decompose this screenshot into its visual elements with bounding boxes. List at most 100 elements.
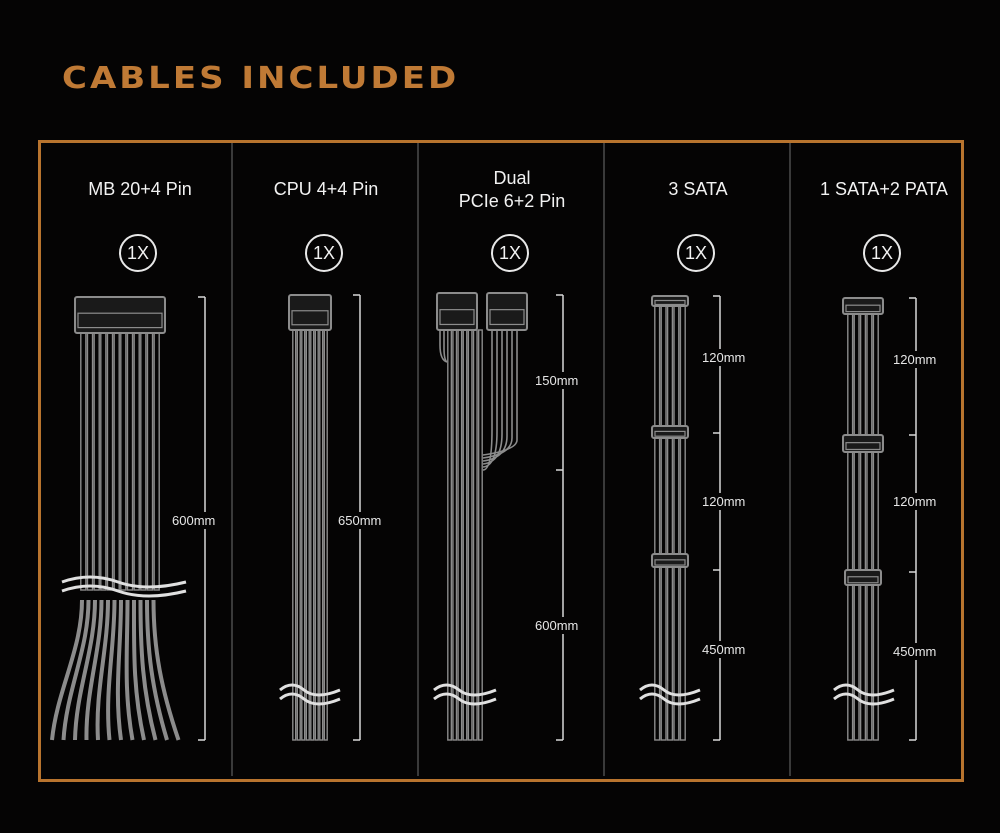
- length-label: 120mm: [702, 349, 746, 366]
- cable-wire: [847, 313, 854, 741]
- length-label: 650mm: [338, 512, 382, 529]
- cable-wire: [80, 332, 87, 591]
- cable-wire: [146, 332, 154, 591]
- cable-break-wave: [61, 584, 187, 598]
- cable-wire: [443, 330, 448, 363]
- cable-wire: [301, 329, 306, 741]
- connector: [842, 297, 884, 315]
- connector: [288, 294, 332, 331]
- connector: [436, 292, 478, 331]
- cable-wire: [84, 599, 104, 741]
- connector-detail: [845, 304, 881, 313]
- cable-wire: [124, 599, 135, 741]
- cable-wire: [310, 329, 315, 741]
- length-label: 120mm: [702, 493, 746, 510]
- cable-wire: [872, 313, 879, 741]
- cable-wire: [106, 599, 117, 741]
- cable-wire: [73, 599, 97, 741]
- column-title-mb: MB 20+4 Pin: [88, 179, 192, 199]
- cable-break-wave: [833, 692, 895, 706]
- cable-wire: [314, 329, 319, 741]
- length-label: 150mm: [535, 372, 579, 389]
- cable-wire: [292, 329, 297, 741]
- cable-wire: [100, 332, 107, 591]
- cable-wire: [673, 305, 680, 741]
- length-label: 600mm: [172, 512, 216, 529]
- cable-wire: [679, 305, 686, 741]
- length-label: 120mm: [893, 493, 937, 510]
- connector-detail: [489, 309, 525, 326]
- cable-wire: [319, 329, 324, 741]
- cable-wire: [106, 332, 114, 591]
- connector-detail: [654, 430, 686, 437]
- column-title-cpu: CPU 4+4 Pin: [273, 179, 379, 199]
- length-label: 600mm: [535, 617, 579, 634]
- cable-wire: [866, 313, 873, 741]
- cable-break-wave: [279, 683, 341, 697]
- connector-detail: [291, 310, 329, 326]
- cable-break-wave: [833, 683, 895, 697]
- cable-wire: [151, 599, 181, 741]
- cable-wire: [482, 330, 498, 468]
- cable-wire: [61, 599, 91, 741]
- connector-detail: [847, 576, 879, 584]
- cable-break-wave: [433, 692, 497, 706]
- length-label: 120mm: [893, 351, 937, 368]
- connector-detail: [439, 309, 475, 326]
- cable-wire: [457, 329, 463, 741]
- cable-break-wave: [639, 683, 701, 697]
- connector-detail: [845, 442, 881, 451]
- connector: [651, 425, 689, 439]
- cable-wire: [93, 332, 100, 591]
- cable-wire: [447, 329, 453, 741]
- quantity-badge-pcie: 1X: [491, 234, 529, 272]
- cable-wire: [133, 332, 140, 591]
- cable-wire: [305, 329, 310, 741]
- cable-wire: [482, 330, 503, 465]
- connector: [844, 569, 882, 586]
- cable-wire: [654, 305, 661, 741]
- connector-detail: [654, 559, 686, 566]
- cable-wire: [115, 599, 123, 741]
- cable-wire: [126, 332, 134, 591]
- cable-wire: [50, 599, 84, 741]
- column-title-pcie-line2: PCIe 6+2 Pin: [458, 191, 566, 211]
- cable-wire: [86, 332, 94, 591]
- cable-wire: [482, 330, 493, 471]
- cable-wire: [153, 332, 160, 591]
- connector: [486, 292, 528, 331]
- page-title: CABLES INCLUDED: [62, 60, 460, 96]
- cable-wire: [660, 305, 667, 741]
- cable-wire: [138, 599, 158, 741]
- cable-wire: [120, 332, 127, 591]
- cable-wire: [467, 329, 473, 741]
- length-label: 450mm: [893, 643, 937, 660]
- cable-break-wave: [61, 575, 187, 589]
- cable-break-wave: [279, 692, 341, 706]
- cable-break-wave: [639, 692, 701, 706]
- connector: [842, 434, 884, 453]
- cable-wire: [482, 330, 518, 456]
- connector: [74, 296, 166, 334]
- cable-wire: [131, 599, 146, 741]
- quantity-badge-cpu: 1X: [305, 234, 343, 272]
- quantity-badge-mb: 1X: [119, 234, 157, 272]
- cable-wire: [472, 329, 478, 741]
- cable-wire: [140, 332, 147, 591]
- cable-wire: [323, 329, 328, 741]
- cable-wire: [452, 329, 458, 741]
- column-title-sata-pata: 1 SATA+2 PATA: [820, 179, 948, 199]
- cables-panel: [38, 140, 964, 782]
- cable-wire: [296, 329, 301, 741]
- connector-detail: [654, 299, 686, 306]
- length-label: 450mm: [702, 641, 746, 658]
- cable-break-wave: [433, 683, 497, 697]
- cable-wire: [477, 329, 483, 741]
- cable-wire: [95, 599, 110, 741]
- quantity-badge-sata-pata: 1X: [863, 234, 901, 272]
- cable-wire: [853, 313, 860, 741]
- quantity-badge-sata: 1X: [677, 234, 715, 272]
- cable-wire: [145, 599, 169, 741]
- cable-wire: [482, 330, 508, 462]
